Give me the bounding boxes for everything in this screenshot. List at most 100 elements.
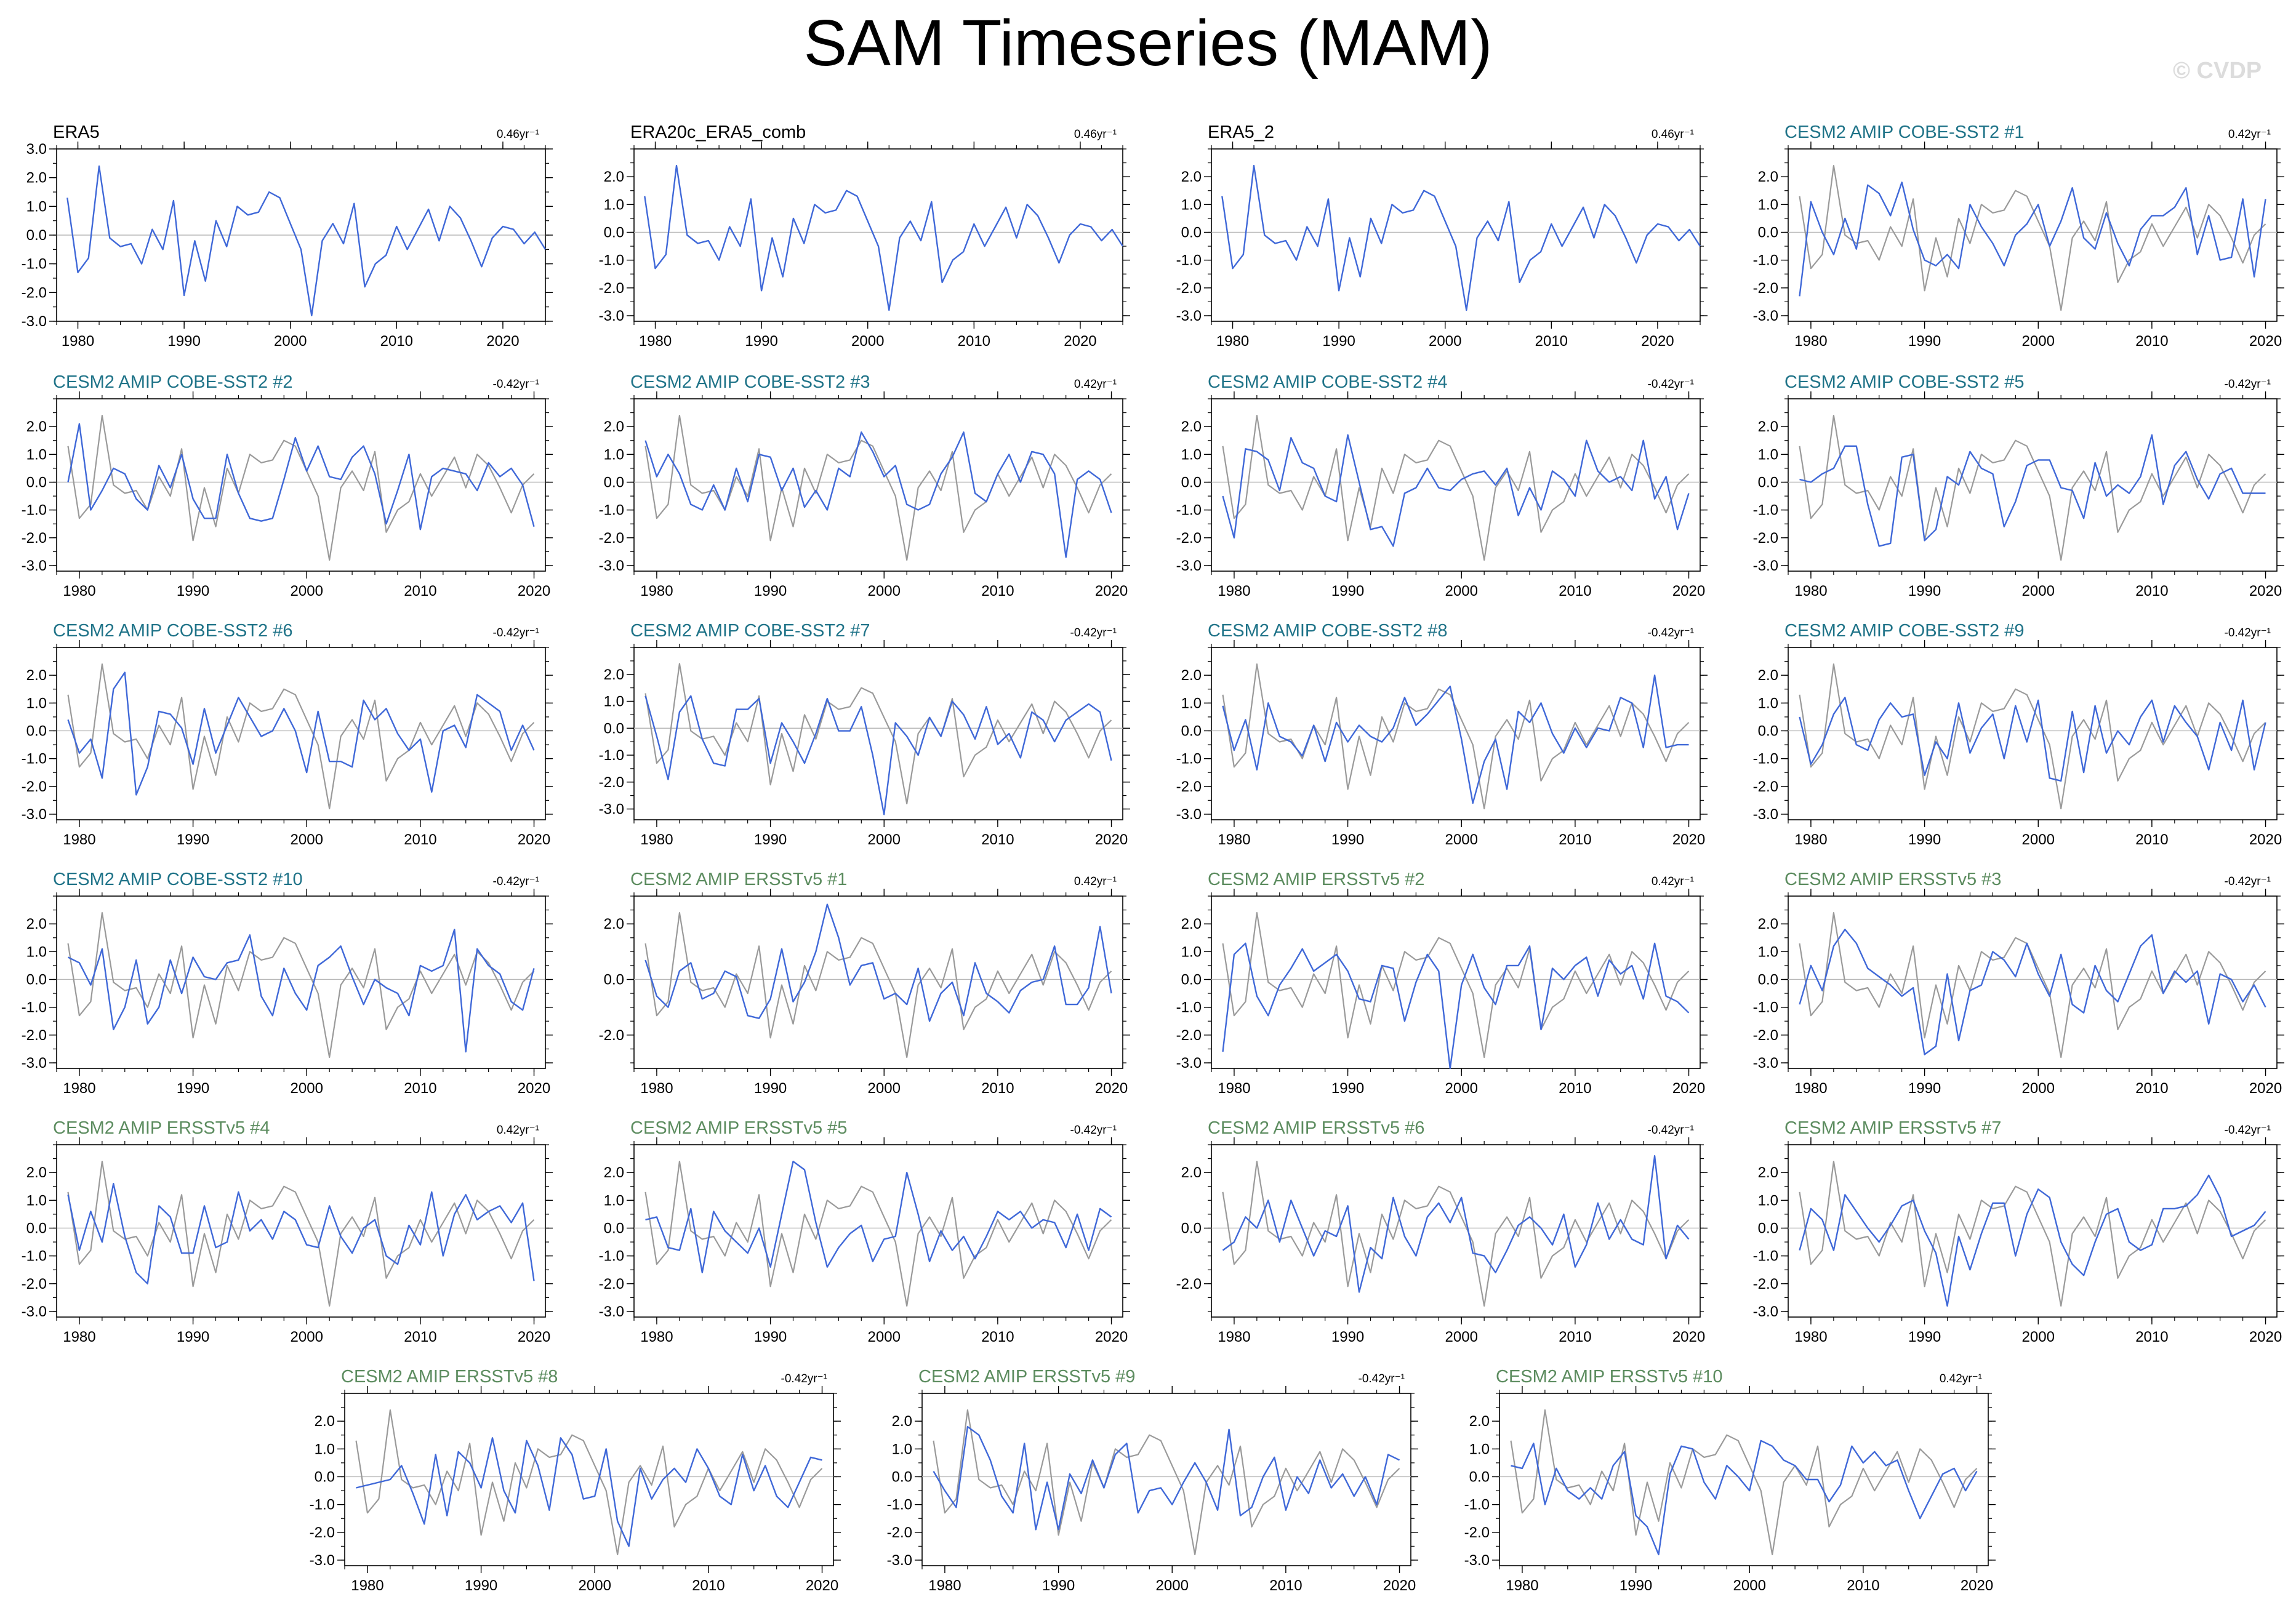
panel-title: CESM2 AMIP COBE-SST2 #9	[1784, 621, 2025, 641]
y-tick-label: -2.0	[22, 779, 47, 795]
y-tick-label: 0.0	[26, 227, 47, 244]
trend-label: 0.42yr⁻¹	[1940, 1372, 1982, 1385]
observed-reference-line	[67, 911, 535, 1059]
y-tick-label: -1.0	[1176, 999, 1202, 1016]
y-tick-label: 2.0	[26, 419, 47, 435]
x-tick-label: 1990	[1908, 831, 1941, 848]
sam-series-line	[67, 671, 535, 796]
y-tick-label: -3.0	[22, 558, 47, 574]
y-tick-label: -2.0	[599, 774, 624, 791]
trend-label: 0.46yr⁻¹	[1074, 128, 1117, 141]
y-tick-label: -2.0	[1464, 1524, 1490, 1541]
x-tick-label: 1980	[1794, 1080, 1827, 1097]
y-tick-label: 1.0	[1758, 695, 1778, 711]
x-tick-label: 2020	[518, 1329, 550, 1345]
x-tick-label: 2000	[868, 583, 901, 599]
y-tick-label: -1.0	[599, 1248, 624, 1265]
x-tick-label: 2020	[518, 583, 550, 599]
y-tick-label: 0.0	[26, 474, 47, 491]
x-tick-label: 1990	[754, 831, 787, 848]
y-tick-label: 0.0	[315, 1468, 335, 1485]
y-tick-label: -3.0	[1176, 558, 1202, 574]
observed-reference-line	[67, 1160, 535, 1307]
trend-label: -0.42yr⁻¹	[2225, 627, 2271, 639]
x-tick-label: 1980	[1218, 1329, 1250, 1345]
x-tick-label: 1990	[1908, 1329, 1941, 1345]
x-tick-label: 2000	[274, 333, 307, 350]
y-tick-label: -2.0	[22, 530, 47, 547]
x-tick-label: 1980	[1218, 1080, 1250, 1097]
plot-frame	[56, 647, 546, 820]
y-tick-label: -3.0	[599, 558, 624, 574]
x-tick-label: 1980	[351, 1577, 383, 1594]
chart-panel: CESM2 AMIP COBE-SST2 #8 -0.42yr⁻¹ 2.0 1.0 0.…	[1176, 621, 1708, 848]
trend-label: -0.42yr⁻¹	[1070, 1124, 1117, 1137]
x-tick-label: 2000	[2022, 333, 2055, 350]
trend-label: -0.42yr⁻¹	[493, 875, 540, 888]
trend-label: -0.42yr⁻¹	[781, 1372, 828, 1385]
x-tick-label: 2020	[1672, 1080, 1705, 1097]
panel-title: CESM2 AMIP ERSSTv5 #7	[1784, 1118, 2001, 1138]
trend-label: 0.42yr⁻¹	[497, 1124, 539, 1137]
observed-reference-line	[1799, 165, 2266, 311]
y-tick-label: -3.0	[22, 313, 47, 330]
copyright-watermark: © CVDP	[2173, 58, 2262, 84]
observed-reference-line	[1222, 911, 1690, 1059]
y-tick-label: -3.0	[1753, 308, 1778, 324]
chart-panel: CESM2 AMIP COBE-SST2 #7 -0.42yr⁻¹ 2.0 1.0 0.…	[599, 621, 1130, 848]
x-tick-label: 2000	[1445, 583, 1478, 599]
chart-panel: CESM2 AMIP ERSSTv5 #6 -0.42yr⁻¹ 2.0 0.0 -2.0…	[1176, 1118, 1708, 1345]
sam-series-line	[645, 1160, 1112, 1273]
page-title: SAM Timeseries (MAM)	[803, 7, 1493, 79]
x-tick-label: 1980	[1794, 831, 1827, 848]
x-tick-label: 2010	[1559, 583, 1591, 599]
y-tick-label: 1.0	[604, 1192, 624, 1209]
y-tick-label: 0.0	[1469, 1468, 1490, 1485]
panel-title: CESM2 AMIP ERSSTv5 #1	[630, 870, 847, 889]
y-tick-label: -2.0	[1753, 1027, 1778, 1044]
observed-reference-line	[1799, 414, 2266, 561]
panel-title: CESM2 AMIP COBE-SST2 #5	[1784, 372, 2025, 392]
y-tick-label: 0.0	[1181, 1220, 1202, 1236]
y-tick-label: 1.0	[1758, 943, 1778, 960]
x-tick-label: 2010	[1559, 1080, 1591, 1097]
observed-reference-line	[1222, 414, 1690, 561]
y-tick-label: 1.0	[1181, 943, 1202, 960]
sam-series-line	[67, 423, 535, 531]
y-tick-label: 1.0	[26, 943, 47, 960]
y-tick-label: 2.0	[604, 169, 624, 185]
sam-series-line	[1799, 928, 2266, 1055]
y-tick-label: 2.0	[604, 419, 624, 435]
y-tick-label: -3.0	[1753, 806, 1778, 823]
y-tick-label: 0.0	[1758, 474, 1778, 491]
chart-panel: CESM2 AMIP ERSSTv5 #4 0.42yr⁻¹ 2.0 1.0 0.0 -1…	[22, 1118, 553, 1345]
x-tick-label: 2020	[518, 1080, 550, 1097]
y-tick-label: -2.0	[1753, 280, 1778, 297]
sam-series-line	[1799, 1174, 2266, 1307]
x-tick-label: 2000	[2022, 831, 2055, 848]
sam-series-line	[1511, 1440, 1978, 1556]
y-tick-label: 0.0	[604, 720, 624, 737]
sam-series-line	[1222, 674, 1689, 804]
x-tick-label: 1980	[640, 1329, 673, 1345]
x-tick-label: 1980	[1218, 583, 1250, 599]
panel-title: CESM2 AMIP ERSSTv5 #10	[1496, 1367, 1723, 1387]
plot-frame	[344, 1393, 834, 1566]
y-tick-label: -2.0	[599, 530, 624, 547]
trend-label: -0.42yr⁻¹	[493, 627, 540, 639]
observed-reference-line	[67, 663, 535, 810]
x-tick-label: 2020	[1672, 1329, 1705, 1345]
y-tick-label: -3.0	[599, 801, 624, 818]
x-tick-label: 1990	[1908, 583, 1941, 599]
observed-reference-line	[1799, 1160, 2266, 1307]
x-tick-label: 2020	[1672, 583, 1705, 599]
panel-title: ERA5_2	[1208, 122, 1274, 142]
sam-series-line	[67, 928, 535, 1053]
panel-title: CESM2 AMIP COBE-SST2 #8	[1208, 621, 1448, 641]
y-tick-label: -3.0	[1753, 1304, 1778, 1320]
y-tick-label: 0.0	[1758, 971, 1778, 988]
y-tick-label: -2.0	[22, 1276, 47, 1292]
plot-frame	[56, 895, 546, 1069]
y-tick-label: 3.0	[26, 141, 47, 158]
